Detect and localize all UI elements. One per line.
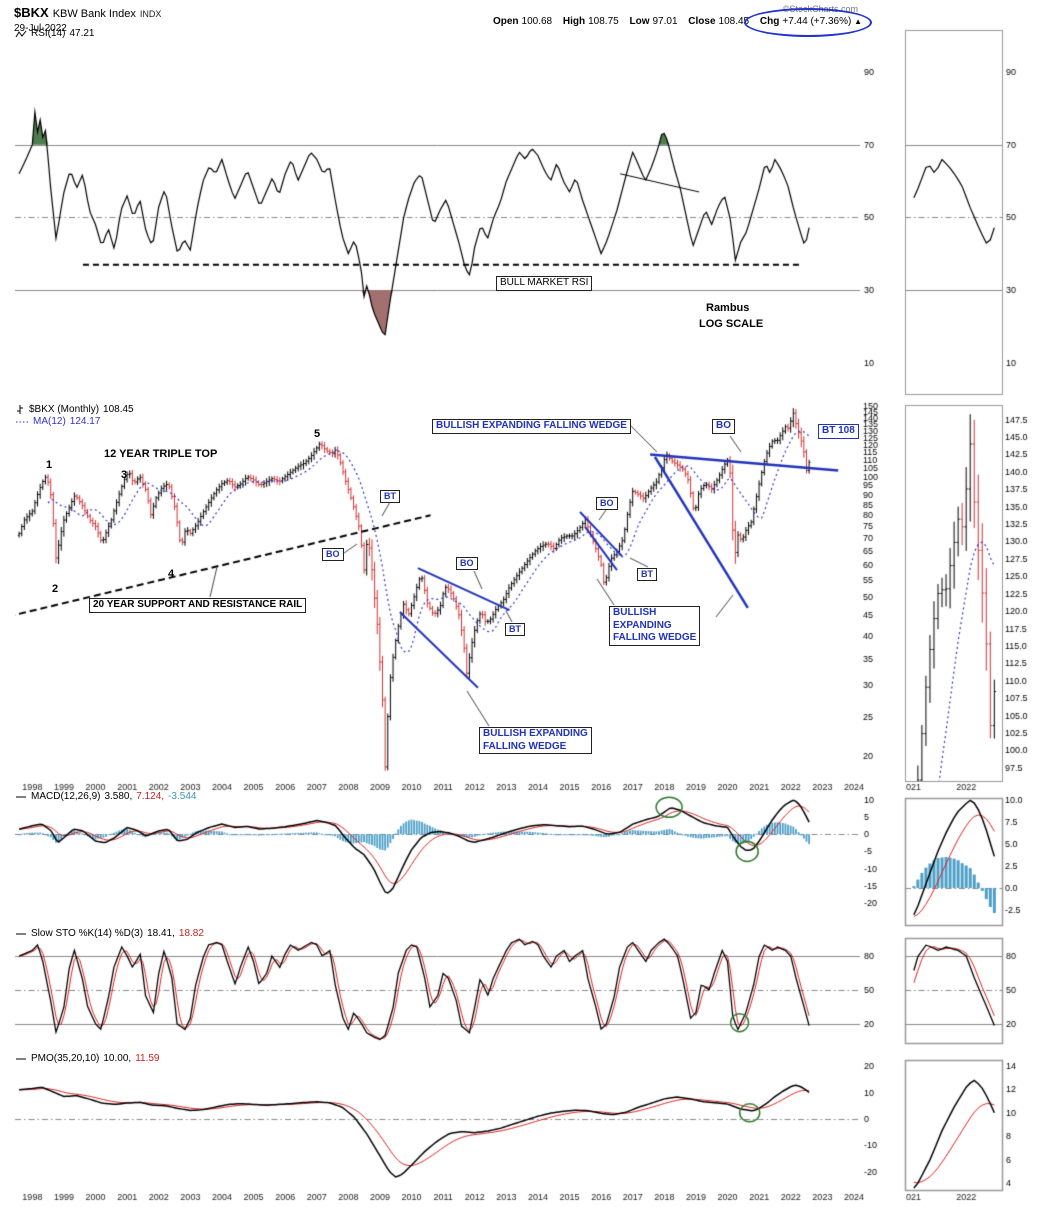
pmo-value: 10.00, (103, 1053, 132, 1064)
sto-d-value: 18.82 (178, 928, 204, 939)
wave-3-label: 3 (121, 469, 128, 481)
wedge-label-bottom: BULLISH EXPANDING FALLING WEDGE (479, 727, 592, 754)
sto-k-value: 18.41, (147, 928, 175, 939)
low-label: Low (629, 16, 650, 27)
bo-label-3: BO (596, 497, 618, 511)
price-legend: $BKX (Monthly) 108.45 (15, 404, 134, 415)
wedge-label-top: BULLISH EXPANDING FALLING WEDGE (432, 419, 631, 434)
macd-hist-value: -3.544 (168, 791, 197, 802)
open-label: Open (492, 16, 519, 27)
bt-label-2: BT (505, 623, 525, 637)
macd-value: 3.580, (104, 791, 133, 802)
bt-label-1: BT (380, 490, 400, 504)
header: $BKX KBW Bank Index INDX 29-Jul-2022 (14, 4, 161, 34)
macd-legend-icon (16, 796, 26, 798)
open-value: 100.68 (521, 16, 553, 27)
wave-2-label: 2 (52, 583, 59, 595)
change-highlight-ellipse (744, 8, 872, 37)
pmo-legend-icon (16, 1058, 26, 1060)
ma-legend-label: MA(12) (33, 416, 66, 427)
bo-label-1: BO (322, 548, 344, 562)
sto-legend: Slow STO %K(14) %D(3) 18.41, 18.82 (15, 929, 204, 939)
ma-legend: MA(12) 124.17 (15, 417, 100, 427)
wave-4-label: 4 (168, 568, 175, 580)
triple-top-label: 12 YEAR TRIPLE TOP (104, 448, 218, 460)
rsi-legend-label: RSI(14) (31, 28, 66, 39)
high-label: High (562, 16, 586, 27)
bull-market-rsi-label: BULL MARKET RSI (496, 276, 593, 291)
wedge-label-mid: BULLISH EXPANDING FALLING WEDGE (609, 606, 701, 646)
pmo-signal-value: 11.59 (135, 1053, 160, 1064)
low-value: 97.01 (652, 16, 678, 27)
rsi-legend-value: 47.21 (69, 28, 95, 39)
pmo-legend: PMO(35,20,10) 10.00, 11.59 (15, 1054, 159, 1064)
rsi-legend: RSI(14) 47.21 (15, 29, 94, 39)
sto-legend-icon (16, 933, 26, 935)
bt-label-3: BT (637, 568, 657, 582)
log-scale-label: LOG SCALE (699, 318, 764, 330)
rsi-legend-icon (15, 30, 27, 38)
price-legend-icon (17, 405, 23, 414)
bo-label-2: BO (456, 557, 478, 571)
pmo-legend-label: PMO(35,20,10) (31, 1053, 100, 1064)
wave-5-label: 5 (314, 428, 321, 440)
macd-legend-label: MACD(12,26,9) (31, 791, 101, 802)
index-name: KBW Bank Index (52, 8, 136, 20)
rail-label: 20 YEAR SUPPORT AND RESISTANCE RAIL (89, 598, 307, 613)
chart-date: 29-Jul-2022 (14, 23, 67, 34)
high-value: 108.75 (588, 16, 619, 27)
close-value: 108.45 (718, 16, 750, 27)
rambus-label: Rambus (706, 302, 750, 314)
symbol: $BKX (14, 5, 49, 20)
macd-signal-value: 7.124, (136, 791, 165, 802)
close-label: Close (688, 16, 716, 27)
bo-label-4: BO (712, 419, 735, 434)
exchange: INDX (139, 9, 162, 19)
bt-108-label: BT 108 (818, 424, 859, 439)
price-legend-value: 108.45 (103, 403, 134, 415)
sto-legend-label: Slow STO %K(14) %D(3) (31, 928, 144, 939)
wave-1-label: 1 (46, 459, 53, 471)
ma-legend-value: 124.17 (69, 416, 101, 427)
price-legend-label: $BKX (Monthly) (29, 403, 100, 415)
macd-legend: MACD(12,26,9) 3.580, 7.124, -3.544 (15, 792, 196, 802)
ma-legend-icon (16, 421, 28, 423)
